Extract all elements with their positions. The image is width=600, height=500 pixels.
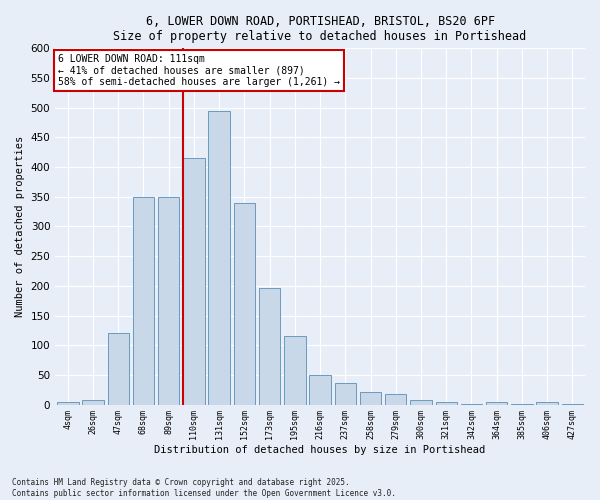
Bar: [284, 336, 305, 404]
Bar: [536, 402, 558, 404]
Bar: [183, 158, 205, 404]
Y-axis label: Number of detached properties: Number of detached properties: [15, 136, 25, 317]
Bar: [107, 334, 129, 404]
Bar: [310, 375, 331, 404]
Bar: [436, 402, 457, 404]
Bar: [208, 110, 230, 405]
Title: 6, LOWER DOWN ROAD, PORTISHEAD, BRISTOL, BS20 6PF
Size of property relative to d: 6, LOWER DOWN ROAD, PORTISHEAD, BRISTOL,…: [113, 15, 527, 43]
Bar: [486, 402, 508, 404]
X-axis label: Distribution of detached houses by size in Portishead: Distribution of detached houses by size …: [154, 445, 486, 455]
Bar: [82, 400, 104, 404]
Bar: [259, 288, 280, 405]
Bar: [158, 197, 179, 404]
Bar: [133, 197, 154, 404]
Bar: [385, 394, 406, 404]
Text: Contains HM Land Registry data © Crown copyright and database right 2025.
Contai: Contains HM Land Registry data © Crown c…: [12, 478, 396, 498]
Bar: [57, 402, 79, 404]
Bar: [360, 392, 381, 404]
Bar: [335, 382, 356, 404]
Text: 6 LOWER DOWN ROAD: 111sqm
← 41% of detached houses are smaller (897)
58% of semi: 6 LOWER DOWN ROAD: 111sqm ← 41% of detac…: [58, 54, 340, 88]
Bar: [233, 202, 255, 404]
Bar: [410, 400, 432, 404]
